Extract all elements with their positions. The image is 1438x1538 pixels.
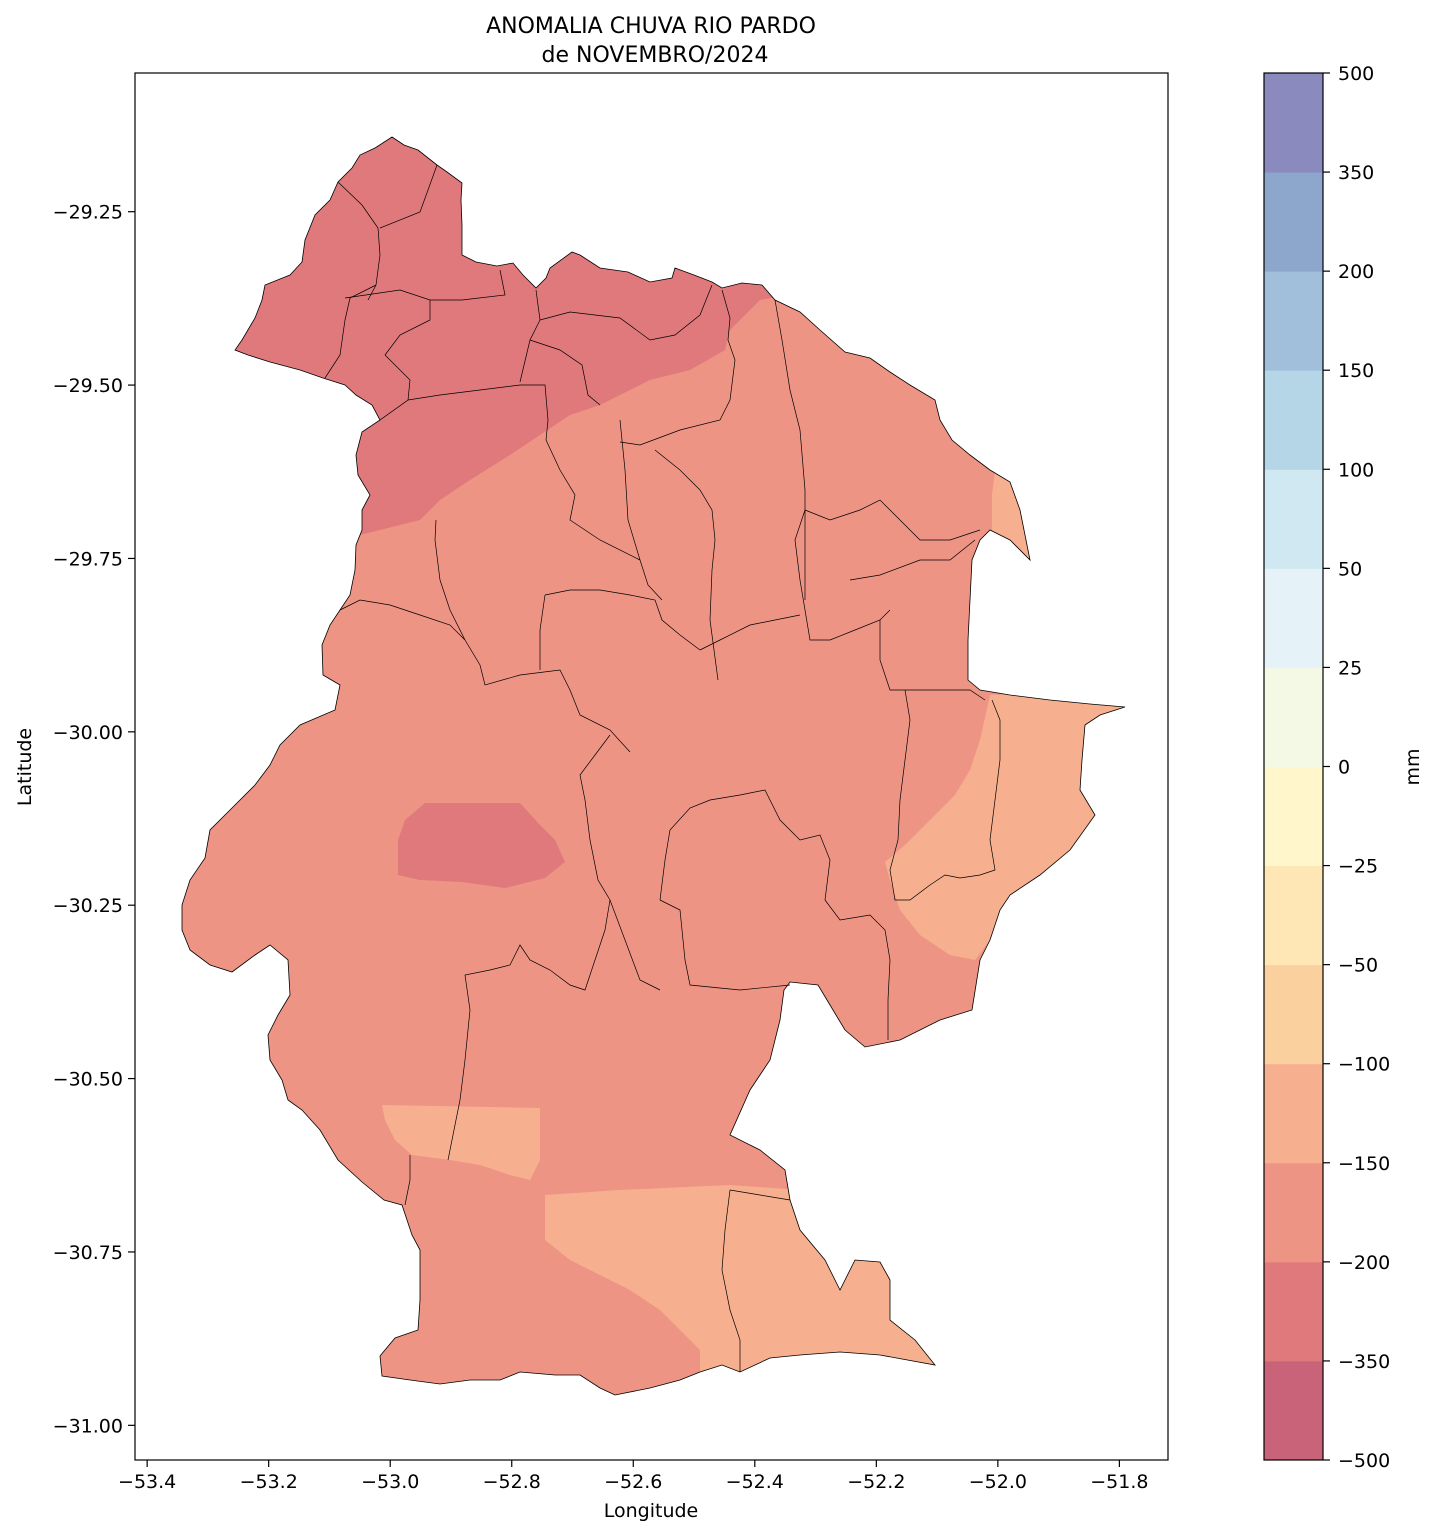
colorbar-bin: [1264, 271, 1323, 371]
municipality-border: [849, 539, 976, 581]
colorbar-tick-label: −50: [1338, 955, 1378, 977]
y-tick-label: −30.75: [53, 1242, 123, 1264]
x-tick-label: −52.4: [726, 1471, 784, 1493]
municipality-border: [379, 164, 438, 229]
colorbar-tick-label: 0: [1338, 757, 1350, 779]
municipality-border: [379, 354, 411, 421]
colorbar-bin: [1264, 865, 1323, 966]
colorbar-bin: [1264, 172, 1323, 272]
municipality-border: [434, 519, 631, 753]
y-tick-label: −30.25: [53, 895, 123, 917]
colorbar-tick-label: 350: [1338, 162, 1374, 184]
colorbar-bin: [1264, 667, 1323, 767]
municipality-border: [699, 614, 801, 651]
municipality-border: [324, 284, 377, 379]
colorbar-tick-label: 100: [1338, 459, 1374, 481]
colorbar-bin: [1264, 964, 1323, 1065]
municipality-border: [447, 899, 611, 1161]
y-tick-label: −30.00: [53, 722, 123, 744]
municipality-border: [344, 269, 506, 301]
colorbar-bin: [1264, 1261, 1323, 1362]
municipality-border: [721, 1189, 741, 1372]
y-axis: −29.25 −29.50 −29.75 −30.00 −30.25 −30.50 −30.…: [53, 202, 135, 1437]
x-tick-label: −53.2: [240, 1471, 298, 1493]
plot-frame: [134, 72, 1169, 1461]
y-tick-label: −29.25: [53, 202, 123, 224]
municipality-border: [339, 599, 466, 641]
municipality-border: [544, 589, 701, 651]
x-axis-title: Longitude: [604, 1500, 699, 1522]
colorbar-bin: [1264, 73, 1323, 173]
colorbar-tick-label: 150: [1338, 360, 1374, 382]
colorbar: −500 −350 −200 −150 −100 −50 −25 0 25 50 100 150 200…: [1263, 63, 1390, 1472]
municipality-border: [619, 419, 641, 561]
x-tick-label: −52.8: [483, 1471, 541, 1493]
colorbar-tick-label: −100: [1338, 1054, 1390, 1076]
municipality-border: [404, 1155, 411, 1206]
municipality-border: [529, 339, 601, 406]
municipality-border: [539, 284, 713, 341]
anomaly-region-southwest: [382, 1105, 540, 1180]
municipality-border: [407, 384, 549, 441]
municipality-border: [889, 689, 1001, 901]
y-tick-label: −29.50: [53, 375, 123, 397]
colorbar-bin: [1264, 1063, 1323, 1164]
x-tick-label: −52.6: [604, 1471, 662, 1493]
anomaly-region-central-west: [398, 803, 565, 888]
municipality-border: [729, 1189, 791, 1201]
y-tick-label: −31.00: [53, 1415, 123, 1437]
map-layer: [181, 136, 1126, 1396]
municipality-border: [804, 499, 981, 541]
municipality-border: [659, 789, 891, 1040]
x-tick-label: −53.4: [118, 1471, 176, 1493]
colorbar-tick-label: 200: [1338, 261, 1374, 283]
x-tick-label: −51.8: [1090, 1471, 1148, 1493]
colorbar-unit-label: mm: [1402, 748, 1424, 785]
municipality-border: [654, 449, 719, 681]
basin-outline: [181, 136, 1126, 1396]
y-tick-label: −29.75: [53, 548, 123, 570]
municipality-border: [774, 299, 806, 600]
y-tick-label: −30.50: [53, 1069, 123, 1091]
colorbar-tick-label: −200: [1338, 1252, 1390, 1274]
municipality-border: [539, 594, 546, 670]
colorbar-bin: [1264, 568, 1323, 668]
colorbar-tick-label: 50: [1338, 558, 1362, 580]
colorbar-bin: [1264, 469, 1323, 569]
colorbar-tick-label: −25: [1338, 856, 1378, 878]
y-axis-title: Latitude: [14, 728, 36, 806]
colorbar-bin: [1264, 1360, 1323, 1461]
municipality-border: [794, 509, 891, 641]
plot-title-line2: de NOVEMBRO/2024: [542, 43, 769, 68]
colorbar-bin: [1264, 1162, 1323, 1263]
colorbar-tick-label: −500: [1338, 1450, 1390, 1472]
municipality-border: [579, 734, 661, 991]
anomaly-region-northeast-tip: [992, 470, 1035, 570]
plot-title-line1: ANOMALIA CHUVA RIO PARDO: [486, 14, 816, 39]
municipality-border: [659, 899, 791, 991]
x-tick-label: −53.0: [361, 1471, 419, 1493]
municipality-border: [384, 300, 431, 356]
colorbar-tick-label: 25: [1338, 657, 1362, 679]
x-axis: −53.4 −53.2 −53.0 −52.8 −52.6 −52.4 −52.2 −52.0…: [118, 1460, 1149, 1493]
municipal-borders: [324, 164, 1001, 1372]
municipality-border: [519, 289, 541, 383]
colorbar-tick-label: −150: [1338, 1153, 1390, 1175]
colorbar-tick-label: −350: [1338, 1351, 1390, 1373]
x-tick-label: −52.2: [847, 1471, 905, 1493]
colorbar-tick-label: 500: [1338, 63, 1374, 85]
x-tick-label: −52.0: [969, 1471, 1027, 1493]
municipality-border: [879, 620, 986, 701]
colorbar-bin: [1264, 766, 1323, 867]
colorbar-bin: [1264, 370, 1323, 470]
municipality-border: [545, 439, 663, 601]
municipality-border: [337, 181, 381, 301]
municipality-border: [619, 289, 736, 446]
